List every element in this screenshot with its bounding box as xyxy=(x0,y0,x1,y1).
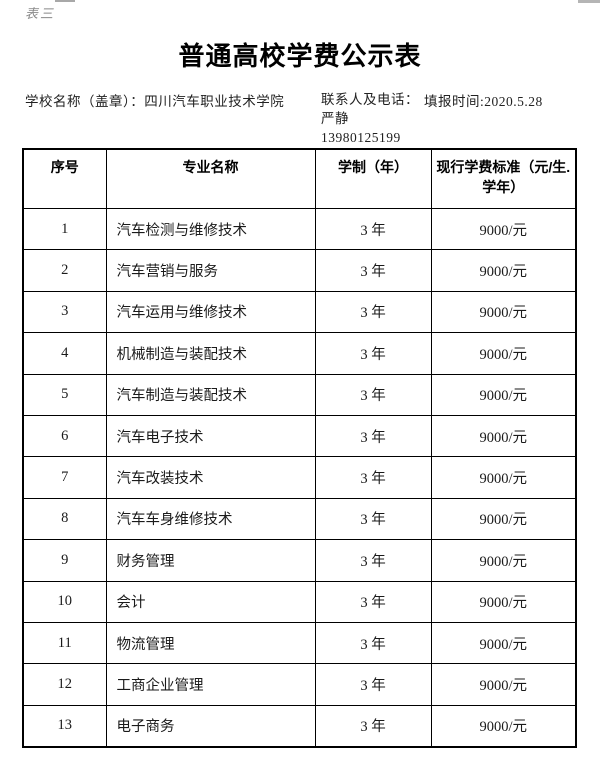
cell-duration: 3 年 xyxy=(314,373,432,416)
cell-fee: 9000/元 xyxy=(430,290,577,334)
report-date-value: 2020.5.28 xyxy=(484,94,543,109)
cell-duration: 3 年 xyxy=(314,207,432,251)
fee-table-body: 1 汽车检测与维修技术 3 年 9000/元 2 汽车营销与服务 3 年 9000/元 3 汽车运… xyxy=(22,207,577,748)
cell-fee: 9000/元 xyxy=(430,414,577,458)
cell-major: 汽车检测与维修技术 xyxy=(105,207,316,251)
cell-major: 会计 xyxy=(105,580,316,623)
crop-artifact-top-left xyxy=(55,0,75,2)
contact-label: 联系人及电话： xyxy=(321,92,419,107)
cell-duration: 3 年 xyxy=(314,332,432,375)
cell-major: 物流管理 xyxy=(105,621,316,665)
school-name-field: 学校名称（盖章）：四川汽车职业技术学院 xyxy=(25,90,284,110)
cell-fee: 9000/元 xyxy=(430,704,577,748)
table-row: 6 汽车电子技术 3 年 9000/元 xyxy=(22,414,577,458)
cell-fee: 9000/元 xyxy=(430,456,577,499)
cell-duration: 3 年 xyxy=(314,663,432,706)
cell-no: 10 xyxy=(22,580,107,623)
contact-field: 联系人及电话： 严静 13980125199 xyxy=(321,90,419,147)
table-row: 11 物流管理 3 年 9000/元 xyxy=(22,621,577,665)
table-row: 3 汽车运用与维修技术 3 年 9000/元 xyxy=(22,290,577,334)
cell-no: 3 xyxy=(22,290,107,334)
corner-label: 表三 xyxy=(25,7,56,22)
cell-duration: 3 年 xyxy=(314,456,432,499)
cell-major: 财务管理 xyxy=(105,539,316,582)
school-name-value: 四川汽车职业技术学院 xyxy=(144,94,285,109)
table-row: 9 财务管理 3 年 9000/元 xyxy=(22,539,577,582)
cell-major: 工商企业管理 xyxy=(105,663,316,706)
crop-artifact-top-right xyxy=(578,0,600,3)
table-row: 8 汽车车身维修技术 3 年 9000/元 xyxy=(22,497,577,541)
cell-no: 4 xyxy=(22,332,107,375)
cell-duration: 3 年 xyxy=(314,249,432,292)
cell-no: 1 xyxy=(22,207,107,251)
cell-no: 12 xyxy=(22,663,107,706)
cell-duration: 3 年 xyxy=(314,539,432,582)
page-title: 普通高校学费公示表 xyxy=(178,41,422,71)
fee-table: 序号 专业名称 学制（年） 现行学费标准（元/生.学年） 1 汽车检测与维修技术 3… xyxy=(22,148,577,749)
table-row: 4 机械制造与装配技术 3 年 9000/元 xyxy=(22,332,577,375)
cell-fee: 9000/元 xyxy=(430,373,577,416)
header-no: 序号 xyxy=(22,148,107,209)
cell-major: 汽车电子技术 xyxy=(105,414,316,458)
cell-major: 汽车运用与维修技术 xyxy=(105,290,316,334)
cell-fee: 9000/元 xyxy=(430,497,577,541)
cell-fee: 9000/元 xyxy=(430,663,577,706)
cell-duration: 3 年 xyxy=(314,497,432,541)
header-fee: 现行学费标准（元/生.学年） xyxy=(430,148,577,209)
cell-major: 汽车改装技术 xyxy=(105,456,316,499)
cell-major: 汽车营销与服务 xyxy=(105,249,316,292)
header-major: 专业名称 xyxy=(105,148,316,209)
cell-fee: 9000/元 xyxy=(430,621,577,665)
cell-no: 9 xyxy=(22,539,107,582)
school-name-label: 学校名称（盖章）： xyxy=(25,94,145,109)
cell-duration: 3 年 xyxy=(314,414,432,458)
cell-fee: 9000/元 xyxy=(430,580,577,623)
report-date-label: 填报时间: xyxy=(424,94,485,109)
contact-phone: 13980125199 xyxy=(321,130,401,145)
cell-fee: 9000/元 xyxy=(430,249,577,292)
cell-no: 8 xyxy=(22,497,107,541)
cell-duration: 3 年 xyxy=(314,580,432,623)
header-duration: 学制（年） xyxy=(314,148,432,209)
table-row: 10 会计 3 年 9000/元 xyxy=(22,580,577,623)
table-row: 12 工商企业管理 3 年 9000/元 xyxy=(22,663,577,706)
table-header-row: 序号 专业名称 学制（年） 现行学费标准（元/生.学年） xyxy=(22,148,577,209)
table-row: 13 电子商务 3 年 9000/元 xyxy=(22,704,577,748)
cell-no: 13 xyxy=(22,704,107,748)
cell-no: 11 xyxy=(22,621,107,665)
table-row: 1 汽车检测与维修技术 3 年 9000/元 xyxy=(22,207,577,251)
cell-major: 电子商务 xyxy=(105,704,316,748)
cell-fee: 9000/元 xyxy=(430,332,577,375)
cell-major: 汽车车身维修技术 xyxy=(105,497,316,541)
table-row: 7 汽车改装技术 3 年 9000/元 xyxy=(22,456,577,499)
contact-name: 严静 xyxy=(321,111,349,126)
cell-duration: 3 年 xyxy=(314,290,432,334)
cell-duration: 3 年 xyxy=(314,704,432,748)
report-date-field: 填报时间:2020.5.28 xyxy=(424,90,543,110)
cell-major: 汽车制造与装配技术 xyxy=(105,373,316,416)
cell-fee: 9000/元 xyxy=(430,207,577,251)
cell-duration: 3 年 xyxy=(314,621,432,665)
cell-no: 5 xyxy=(22,373,107,416)
table-row: 2 汽车营销与服务 3 年 9000/元 xyxy=(22,249,577,292)
cell-no: 7 xyxy=(22,456,107,499)
cell-major: 机械制造与装配技术 xyxy=(105,332,316,375)
cell-no: 2 xyxy=(22,249,107,292)
cell-fee: 9000/元 xyxy=(430,539,577,582)
table-row: 5 汽车制造与装配技术 3 年 9000/元 xyxy=(22,373,577,416)
cell-no: 6 xyxy=(22,414,107,458)
